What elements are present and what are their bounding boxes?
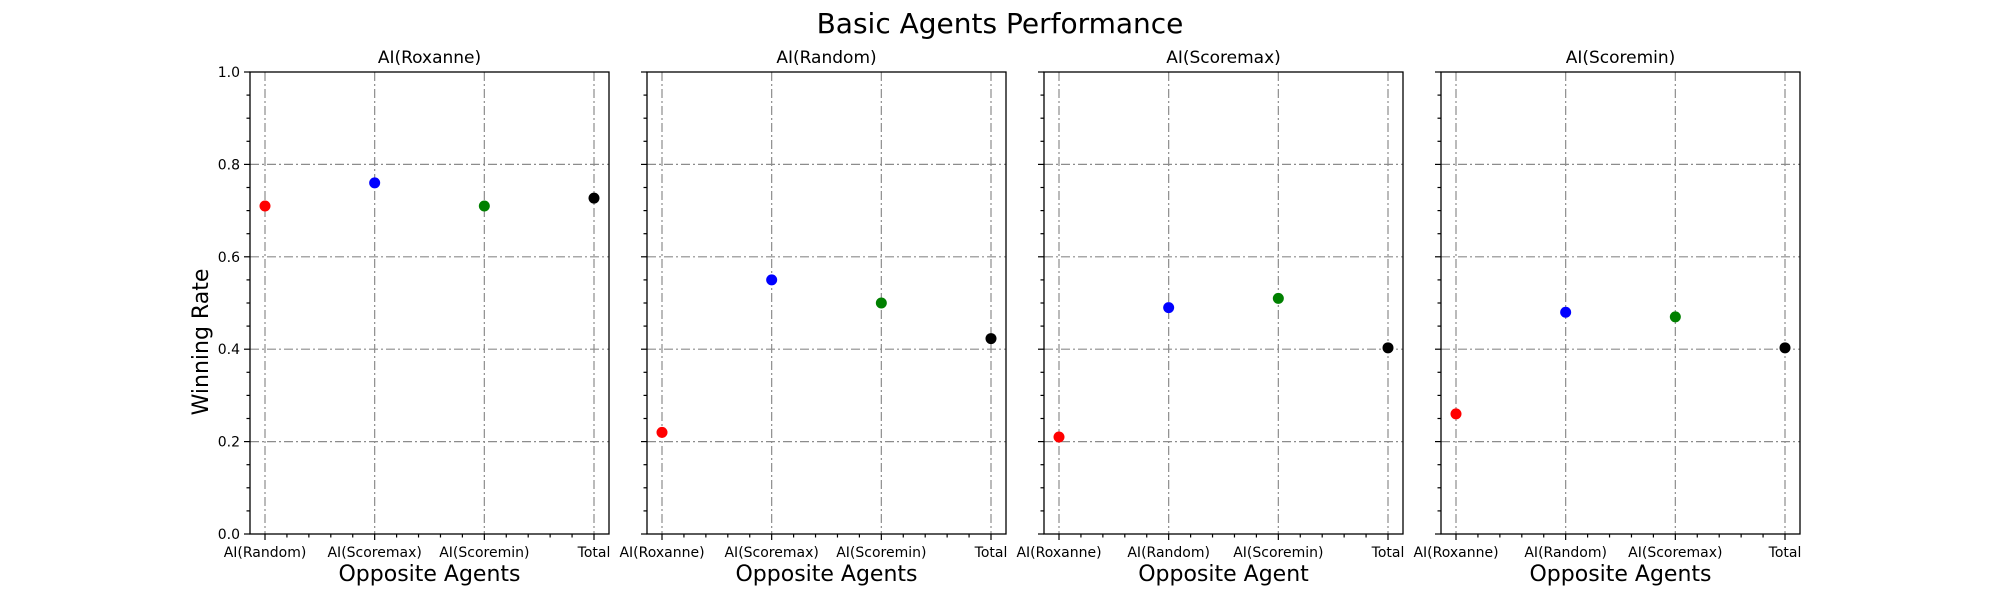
data-point bbox=[656, 426, 668, 438]
axes-frame bbox=[1043, 71, 1404, 535]
y-tick-label: 0.8 bbox=[218, 157, 240, 173]
x-tick-label: AI(Roxanne) bbox=[619, 545, 704, 561]
x-tick-label: Total bbox=[974, 545, 1008, 561]
data-point bbox=[1272, 292, 1284, 304]
x-tick-label: AI(Scoremax) bbox=[327, 545, 421, 561]
subplot-title: AI(Scoremin) bbox=[1566, 48, 1676, 68]
figure-title: Basic Agents Performance bbox=[817, 7, 1184, 40]
data-point bbox=[1779, 342, 1791, 354]
subplot-title: AI(Random) bbox=[776, 48, 876, 68]
axes-frame bbox=[646, 71, 1007, 535]
x-tick-label: AI(Scoremin) bbox=[1233, 545, 1323, 561]
x-tick-label: AI(Random) bbox=[1524, 545, 1607, 561]
x-axis-label: Opposite Agent bbox=[1138, 562, 1309, 587]
data-point bbox=[1450, 408, 1462, 420]
x-tick-label: AI(Scoremin) bbox=[439, 545, 529, 561]
data-point bbox=[1382, 342, 1394, 354]
subplot-3: AI(Roxanne) AI(Random) AI(Scoremin) Total AI… bbox=[1016, 48, 1404, 587]
subplots: 0.0 0.2 0.4 0.6 0.8 1.0 AI(Random) AI(Scoremax)… bbox=[218, 48, 1802, 587]
data-point bbox=[369, 177, 381, 189]
data-point bbox=[588, 192, 600, 204]
data-point bbox=[875, 297, 887, 309]
x-tick-label: Total bbox=[1768, 545, 1802, 561]
data-point bbox=[1560, 306, 1572, 318]
data-point bbox=[1053, 431, 1065, 443]
data-point bbox=[478, 200, 490, 212]
axes-frame bbox=[1440, 71, 1801, 535]
x-axis-label: Opposite Agents bbox=[338, 562, 520, 587]
y-axis-label: Winning Rate bbox=[189, 269, 214, 416]
x-axis-label: Opposite Agents bbox=[735, 562, 917, 587]
x-tick-label: Total bbox=[1371, 545, 1405, 561]
y-tick-label: 0.2 bbox=[218, 435, 240, 451]
x-tick-label: AI(Scoremax) bbox=[724, 545, 818, 561]
x-tick-label: AI(Random) bbox=[224, 545, 307, 561]
subplot-title: AI(Roxanne) bbox=[378, 48, 481, 68]
x-tick-label: AI(Roxanne) bbox=[1016, 545, 1101, 561]
x-tick-label: AI(Roxanne) bbox=[1413, 545, 1498, 561]
y-tick-label: 0.0 bbox=[218, 527, 240, 543]
x-tick-label: AI(Random) bbox=[1127, 545, 1210, 561]
y-tick-label: 0.4 bbox=[218, 342, 240, 358]
data-point bbox=[1163, 302, 1175, 314]
data-point bbox=[1669, 311, 1681, 323]
data-point bbox=[766, 274, 778, 286]
data-point bbox=[985, 333, 997, 345]
y-tick-label: 0.6 bbox=[218, 250, 240, 266]
data-point bbox=[259, 200, 271, 212]
subplot-title: AI(Scoremax) bbox=[1166, 48, 1281, 68]
y-tick-label: 1.0 bbox=[218, 65, 240, 81]
subplot-2: AI(Roxanne) AI(Scoremax) AI(Scoremin) Total… bbox=[619, 48, 1007, 587]
x-tick-label: AI(Scoremax) bbox=[1628, 545, 1722, 561]
x-tick-label: AI(Scoremin) bbox=[836, 545, 926, 561]
axes-frame bbox=[249, 71, 610, 535]
subplot-1: 0.0 0.2 0.4 0.6 0.8 1.0 AI(Random) AI(Scoremax)… bbox=[218, 48, 611, 587]
x-tick-label: Total bbox=[577, 545, 611, 561]
subplot-4: AI(Roxanne) AI(Random) AI(Scoremax) Total AI… bbox=[1413, 48, 1801, 587]
x-axis-label: Opposite Agents bbox=[1529, 562, 1711, 587]
